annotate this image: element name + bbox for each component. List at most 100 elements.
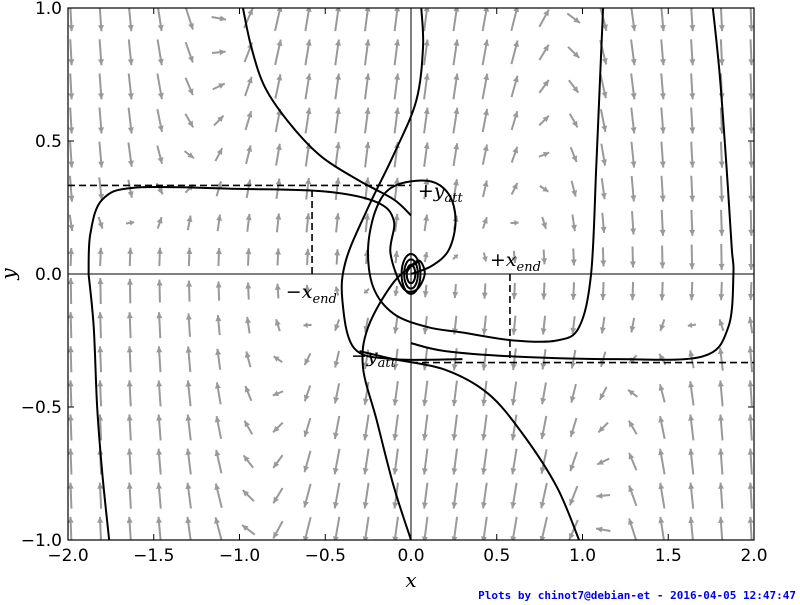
vector-arrow: [481, 216, 488, 229]
vector-arrow: [510, 40, 519, 65]
vector-arrow: [127, 73, 134, 100]
vector-arrow: [97, 216, 104, 229]
vector-arrow: [452, 178, 459, 199]
vector-arrow: [334, 286, 340, 296]
vector-arrow: [303, 385, 312, 402]
vector-arrow: [600, 282, 607, 301]
vector-arrow: [718, 243, 725, 270]
vector-arrow: [212, 82, 226, 91]
vector-arrow: [747, 346, 754, 373]
vector-arrow: [422, 284, 429, 298]
vector-arrow: [185, 380, 192, 407]
x-tick-label: −1.0: [219, 546, 260, 566]
vector-arrow: [423, 214, 430, 232]
vector-arrow: [184, 113, 195, 128]
vector-arrow: [596, 457, 610, 466]
vector-arrow: [68, 73, 75, 100]
vector-arrow: [156, 414, 163, 441]
vector-arrow: [362, 414, 370, 441]
vector-arrow: [570, 214, 577, 232]
vector-arrow: [214, 516, 223, 540]
spiral-ring-2: [403, 258, 419, 290]
vector-arrow: [97, 312, 104, 339]
vector-arrow: [510, 482, 518, 509]
vector-arrow: [628, 452, 638, 471]
trajectory-7: [367, 8, 605, 343]
vector-arrow: [423, 39, 430, 66]
vector-arrow: [568, 519, 579, 540]
trajectory-2: [87, 185, 426, 293]
vector-arrow: [126, 516, 133, 540]
vector-arrow: [392, 381, 399, 406]
vector-arrow: [659, 39, 666, 66]
vector-arrow: [541, 216, 547, 230]
vector-arrow: [717, 414, 724, 441]
vector-arrow: [126, 312, 133, 339]
vector-arrow: [421, 516, 429, 540]
vector-arrow: [68, 448, 74, 475]
vector-arrow: [510, 448, 518, 475]
vector-arrow: [363, 288, 370, 295]
vector-arrow: [272, 454, 284, 469]
vector-arrow: [364, 141, 371, 168]
vector-arrow: [659, 141, 666, 168]
vector-arrow: [332, 448, 341, 475]
vector-arrow: [156, 380, 163, 407]
vector-arrow: [422, 251, 429, 263]
y-tick-label: 0.0: [35, 265, 62, 285]
vector-arrow: [68, 414, 74, 441]
vector-arrow: [599, 316, 606, 334]
vector-arrow: [126, 278, 133, 304]
vector-arrow: [688, 448, 695, 475]
x-tick-label: 0.5: [483, 546, 510, 566]
vector-arrow: [186, 215, 193, 231]
vector-arrow: [68, 141, 75, 168]
vector-arrow: [127, 8, 134, 32]
vector-arrow: [393, 213, 400, 232]
vector-arrow: [658, 415, 666, 440]
vector-arrow: [216, 214, 223, 232]
vector-arrow: [362, 482, 370, 509]
trajectory-8: [410, 8, 735, 361]
vector-arrow: [717, 448, 724, 475]
vector-arrow: [566, 12, 581, 24]
vector-arrow: [184, 77, 194, 96]
vector-arrow: [214, 382, 222, 405]
x-axis-label: x: [405, 568, 416, 592]
vector-arrow: [272, 487, 284, 504]
vector-field: [68, 8, 754, 540]
vector-arrow: [184, 41, 194, 63]
vector-arrow: [184, 8, 194, 30]
vector-arrow: [539, 449, 548, 474]
vector-arrow: [627, 389, 639, 398]
vector-arrow: [334, 249, 341, 265]
vector-arrow: [629, 317, 636, 333]
vector-arrow: [510, 110, 519, 131]
vector-arrow: [304, 8, 312, 32]
vector-arrow: [481, 73, 490, 100]
vector-arrow: [452, 107, 460, 134]
vector-arrow: [126, 482, 133, 509]
vector-arrow: [510, 414, 518, 441]
vector-arrow: [570, 248, 577, 266]
vector-arrow: [629, 281, 636, 301]
vector-arrow: [68, 346, 74, 373]
vector-arrow: [569, 451, 578, 472]
vector-arrow: [304, 213, 311, 233]
trajectories: [87, 8, 735, 540]
vector-arrow: [687, 322, 697, 329]
vector-arrow: [452, 253, 459, 260]
vector-arrow: [597, 421, 609, 434]
vector-arrow: [98, 177, 105, 201]
vector-arrow: [183, 150, 195, 159]
vector-arrow: [718, 175, 725, 202]
vector-arrow: [68, 516, 74, 540]
vector-arrow: [241, 524, 256, 536]
vector-arrow: [538, 44, 550, 61]
vector-arrow: [303, 417, 312, 438]
vector-arrow: [362, 516, 370, 540]
vector-arrow: [274, 8, 283, 32]
vector-arrow: [156, 108, 164, 133]
trajectory-1: [87, 273, 111, 540]
vector-arrow: [242, 454, 254, 469]
